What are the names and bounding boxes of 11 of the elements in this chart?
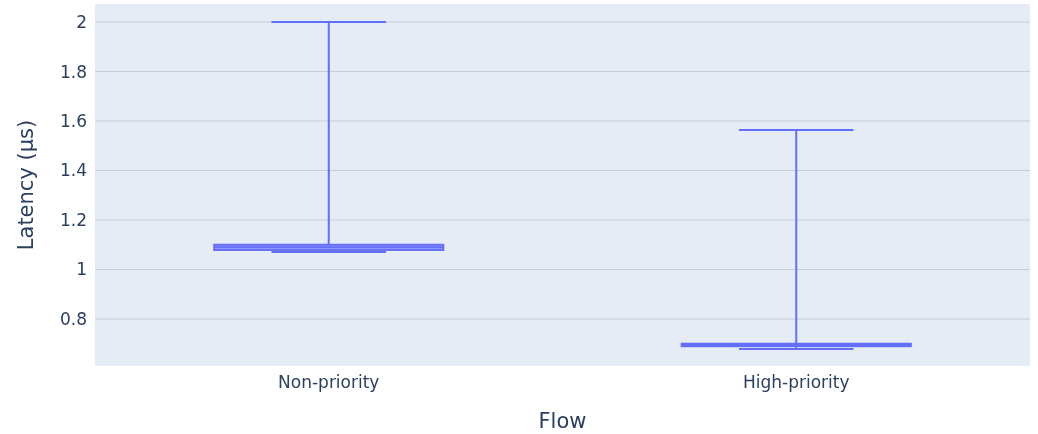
- y-tick-label: 1: [76, 259, 87, 280]
- x-axis-title: Flow: [538, 409, 587, 433]
- y-tick-label: 1.6: [59, 110, 87, 131]
- y-tick-label: 2: [76, 12, 87, 33]
- x-tick-label: High-priority: [742, 372, 850, 392]
- y-tick-label: 1.4: [59, 160, 87, 181]
- y-tick-label: 0.8: [59, 308, 87, 329]
- x-tick-label: Non-priority: [278, 372, 380, 392]
- y-tick-label: 1.2: [59, 209, 87, 230]
- y-tick-label: 1.8: [59, 61, 87, 82]
- y-axis-title: Latency (μs): [14, 119, 38, 251]
